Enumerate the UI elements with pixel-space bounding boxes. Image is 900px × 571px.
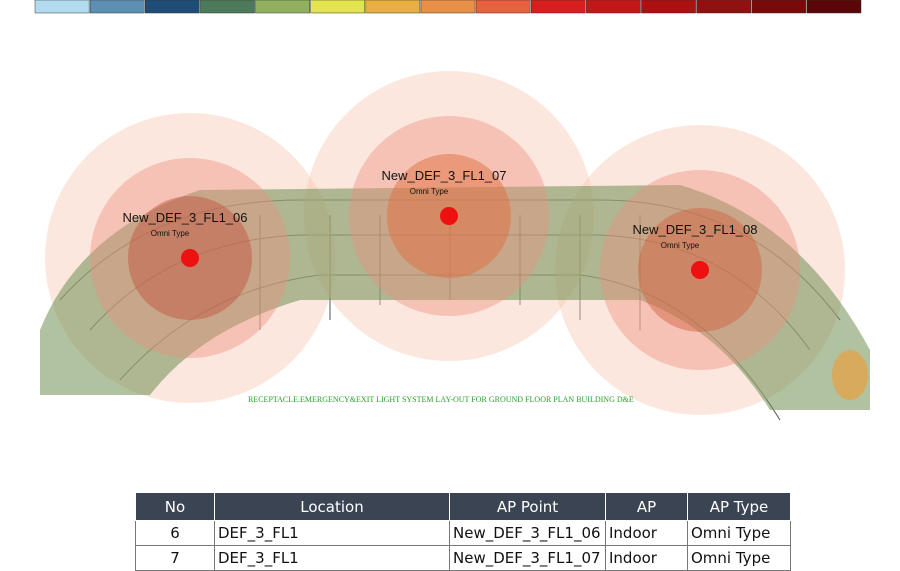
table-cell: Omni Type — [687, 520, 791, 546]
scale-swatch — [89, 0, 145, 14]
table-cell: 6 — [135, 520, 215, 546]
scale-swatch — [696, 0, 751, 14]
table-row: 7 DEF_3_FL1 New_DEF_3_FL1_07 Indoor Omni Typ… — [135, 545, 791, 571]
scale-swatch — [310, 0, 366, 14]
header-cell: No — [135, 492, 215, 521]
header-cell: AP Type — [687, 492, 791, 521]
scale-swatch — [255, 0, 310, 14]
ap-name: New_DEF_3_FL1_08 — [632, 222, 757, 237]
table-cell: Indoor — [605, 545, 688, 571]
scale-swatch — [365, 0, 421, 14]
scale-swatch — [475, 0, 531, 14]
heatmap: New_DEF_3_FL1_06 Omni Type New_DEF_3_FL1_0… — [34, 0, 870, 421]
access-points: New_DEF_3_FL1_06 Omni Type New_DEF_3_FL1_0… — [122, 168, 758, 279]
table-cell: DEF_3_FL1 — [214, 520, 450, 546]
ap-name: New_DEF_3_FL1_06 — [122, 210, 247, 225]
header-cell: Location — [214, 492, 450, 521]
scale-swatch — [806, 0, 862, 14]
color-scale — [34, 0, 862, 14]
scale-swatch — [420, 0, 476, 14]
ap-marker — [181, 249, 199, 267]
scale-swatch — [200, 0, 255, 14]
header-cell: AP Point — [449, 492, 606, 521]
scale-swatch — [145, 0, 200, 14]
table-cell: Indoor — [605, 520, 688, 546]
ap-type: Omni Type — [410, 187, 449, 196]
ap-type: Omni Type — [151, 229, 190, 238]
scale-swatch — [751, 0, 807, 14]
table-cell: 7 — [135, 545, 215, 571]
header-cell: AP — [605, 492, 688, 521]
table-cell: Omni Type — [687, 545, 791, 571]
ap-type: Omni Type — [661, 241, 700, 250]
ap-marker — [691, 261, 709, 279]
scale-swatch — [641, 0, 696, 14]
scale-swatch — [586, 0, 641, 14]
scale-swatch — [34, 0, 90, 14]
ap-table: No Location AP Point AP AP Type 6 DEF_3_FL1 Ne… — [135, 492, 791, 571]
table-row: 6 DEF_3_FL1 New_DEF_3_FL1_06 Indoor Omni Typ… — [135, 520, 791, 546]
plan-caption: RECEPTACLE.EMERGENCY&EXIT LIGHT SYSTEM L… — [248, 395, 634, 404]
ap-name: New_DEF_3_FL1_07 — [381, 168, 506, 183]
table-cell: New_DEF_3_FL1_07 — [449, 545, 606, 571]
scale-swatch — [530, 0, 586, 14]
coverage — [40, 71, 870, 415]
table-cell: DEF_3_FL1 — [214, 545, 450, 571]
ap-marker — [440, 207, 458, 225]
table-header: No Location AP Point AP AP Type — [135, 492, 791, 521]
table-cell: New_DEF_3_FL1_06 — [449, 520, 606, 546]
